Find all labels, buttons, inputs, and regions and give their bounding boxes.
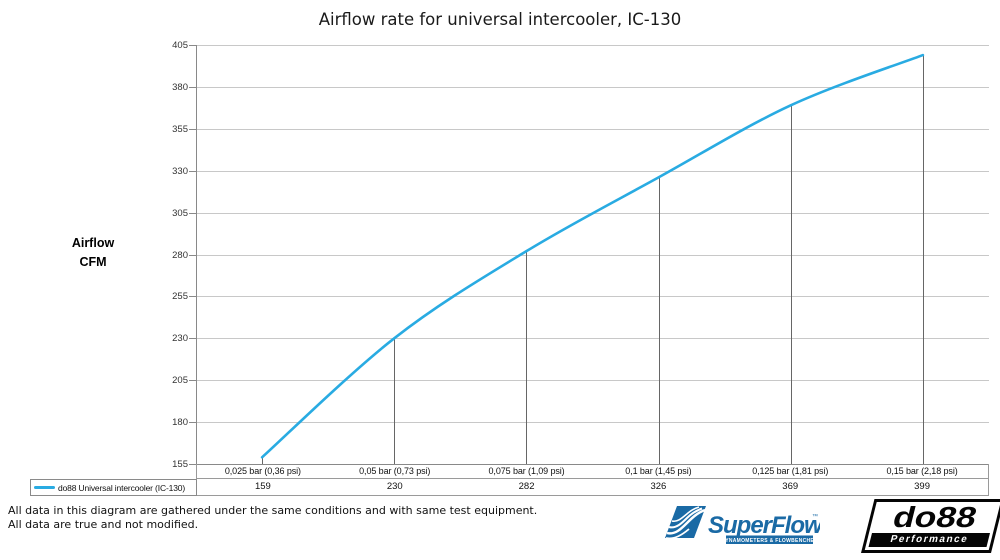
x-axis-category-row: 0,025 bar (0,36 psi) 0,05 bar (0,73 psi) 0… [196, 464, 989, 479]
legend: do88 Universal intercooler (IC-130) [30, 479, 197, 496]
superflow-logo: SuperFlow ™ DYNAMOMETERS & FLOWBENCHES [664, 504, 825, 546]
y-axis-title-line2: CFM [79, 255, 107, 270]
footer-note: All data in this diagram are gathered un… [8, 504, 537, 531]
x-value-cell: 326 [650, 481, 667, 492]
x-category-cell: 0,15 bar (2,18 psi) [886, 466, 958, 476]
x-value-cell: 369 [782, 481, 799, 492]
superflow-tagline-bar [726, 535, 813, 544]
data-curve [260, 53, 925, 459]
legend-line-swatch [34, 486, 55, 489]
footer-line-2: All data are true and not modified. [8, 517, 199, 531]
x-value-cell: 159 [254, 481, 271, 492]
superflow-wave-icon [665, 506, 706, 540]
superflow-trademark: ™ [812, 513, 818, 520]
chart-title: Airflow rate for universal intercooler, … [318, 10, 682, 29]
superflow-tagline: DYNAMOMETERS & FLOWBENCHES [721, 538, 818, 544]
x-axis-value-row: 159 230 282 326 369 399 [196, 479, 989, 496]
do88-wordmark: do88 [889, 502, 981, 534]
x-category-cell: 0,125 bar (1,81 psi) [752, 466, 829, 476]
footer-line-1: All data in this diagram are gathered un… [8, 504, 538, 517]
x-value-cell: 282 [518, 481, 535, 492]
do88-logo: do88 Performance [853, 499, 1000, 556]
x-category-cell: 0,075 bar (1,09 psi) [488, 466, 565, 476]
x-category-cell: 0,1 bar (1,45 psi) [625, 466, 692, 476]
x-category-cell: 0,05 bar (0,73 psi) [359, 466, 431, 476]
legend-label: do88 Universal intercooler (IC-130) [58, 482, 186, 493]
y-axis-title-line1: Airflow [71, 236, 115, 250]
x-value-cell: 399 [914, 481, 930, 492]
y-axis-title: Airflow CFM [56, 234, 130, 273]
do88-tagline: Performance [868, 533, 990, 547]
do88-logo-frame: do88 Performance [861, 499, 1000, 553]
x-value-cell: 230 [386, 481, 403, 492]
superflow-wordmark: SuperFlow [708, 512, 820, 539]
x-category-cell: 0,025 bar (0,36 psi) [224, 466, 301, 476]
